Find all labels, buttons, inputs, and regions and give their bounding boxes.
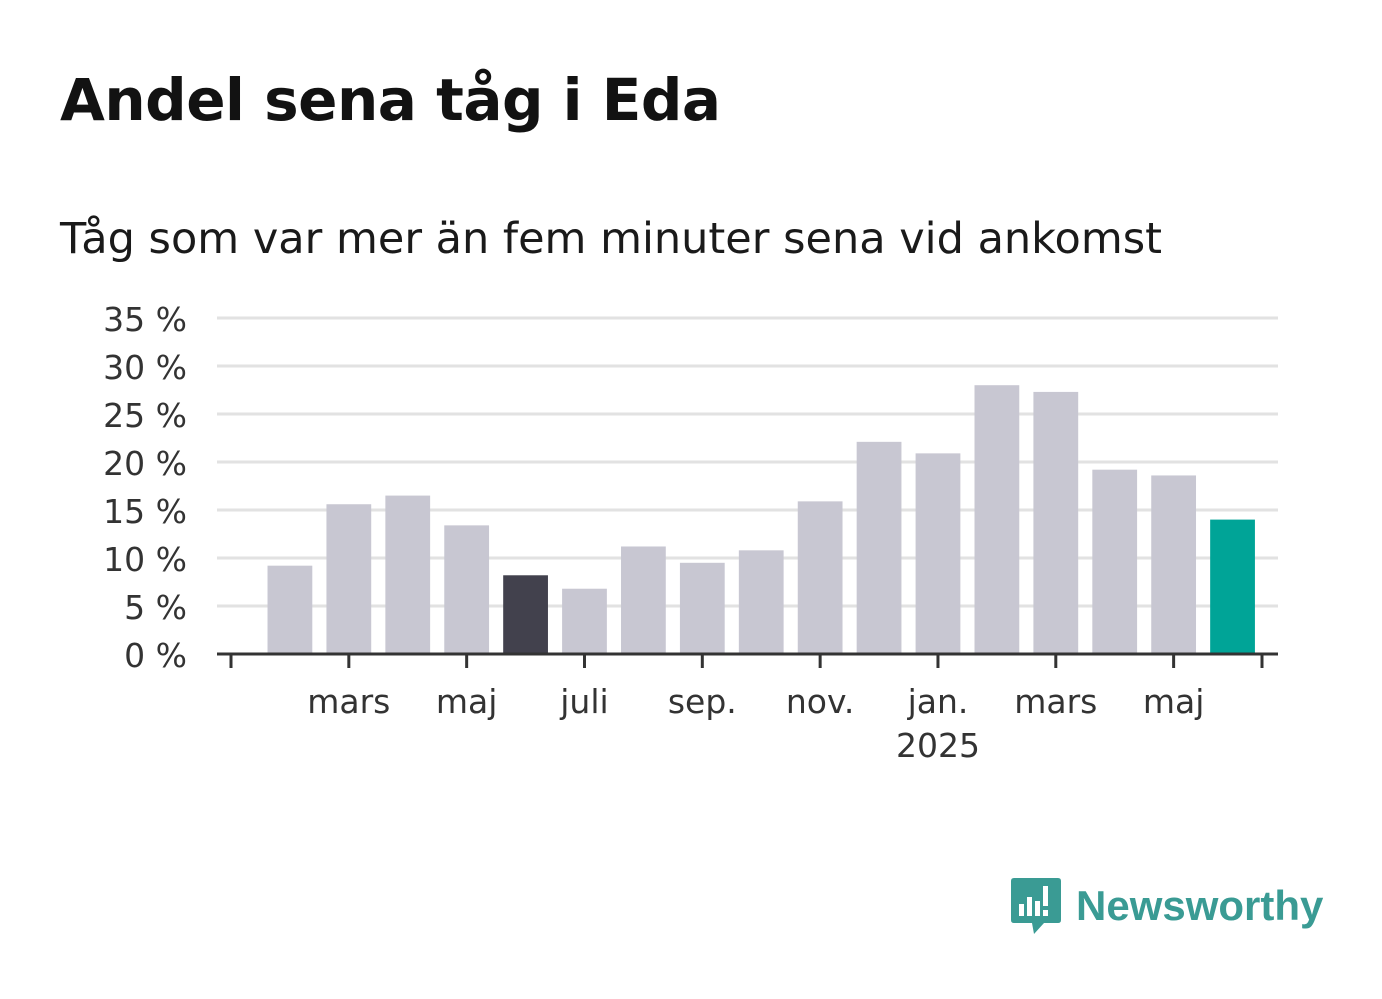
chart-subtitle: Tåg som var mer än fem minuter sena vid … xyxy=(60,214,1163,264)
bar xyxy=(1151,475,1197,654)
x-tick-label: jan. xyxy=(907,682,969,721)
bar xyxy=(267,565,313,654)
bar xyxy=(385,495,431,654)
bar xyxy=(974,385,1020,654)
x-tick-label: mars xyxy=(1014,682,1097,721)
y-tick-label: 30 % xyxy=(103,348,187,387)
bar xyxy=(621,546,666,654)
x-year-label: 2025 xyxy=(896,726,980,765)
bar xyxy=(326,504,372,654)
y-tick-label: 5 % xyxy=(124,588,187,627)
bar xyxy=(1092,469,1138,654)
x-tick-label: juli xyxy=(559,682,608,721)
bar xyxy=(562,588,607,654)
bar xyxy=(915,453,961,654)
y-tick-label: 25 % xyxy=(103,396,187,435)
y-tick-label: 15 % xyxy=(103,492,187,531)
brand-logo: Newsworthy xyxy=(1010,876,1323,936)
x-tick-label: maj xyxy=(1143,682,1205,721)
bar xyxy=(503,575,548,654)
x-tick-label: sep. xyxy=(668,682,737,721)
y-tick-label: 0 % xyxy=(124,636,187,675)
newsworthy-logo-icon xyxy=(1011,878,1061,934)
chart-title: Andel sena tåg i Eda xyxy=(60,66,721,134)
bar xyxy=(856,441,902,654)
bar xyxy=(1033,391,1079,654)
bar xyxy=(797,501,843,654)
y-tick-label: 20 % xyxy=(103,444,187,483)
bar xyxy=(1210,519,1255,654)
y-tick-label: 35 % xyxy=(103,300,187,339)
x-tick-label: nov. xyxy=(786,682,855,721)
bar xyxy=(738,550,784,654)
brand-name: Newsworthy xyxy=(1076,882,1324,929)
bar xyxy=(444,525,490,654)
x-tick-label: maj xyxy=(436,682,498,721)
bar xyxy=(679,562,725,654)
y-tick-label: 10 % xyxy=(103,540,187,579)
x-tick-label: mars xyxy=(307,682,390,721)
